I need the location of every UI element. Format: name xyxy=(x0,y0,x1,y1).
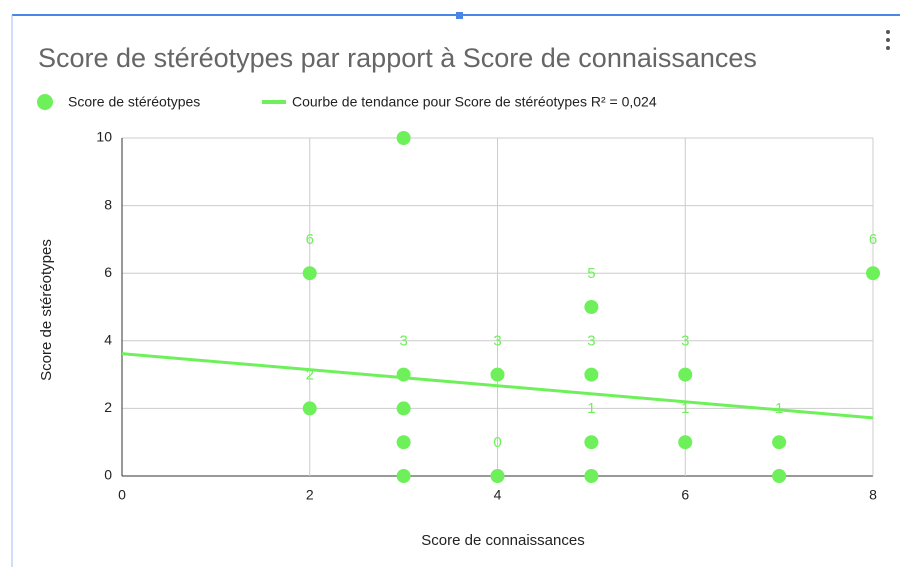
data-label: 1 xyxy=(587,400,595,417)
data-label: 3 xyxy=(399,333,407,350)
y-axis-label: Score de stéréotypes xyxy=(38,239,55,381)
point xyxy=(302,401,317,416)
menu[interactable] xyxy=(886,30,890,50)
point xyxy=(678,435,693,450)
frame-handle xyxy=(456,12,463,19)
data-label: 3 xyxy=(493,333,501,350)
data-label: 2 xyxy=(306,366,314,383)
data-label: 6 xyxy=(306,231,314,248)
point xyxy=(772,435,787,450)
point xyxy=(584,469,599,483)
y-tick-label: 0 xyxy=(104,467,112,483)
point xyxy=(396,131,411,145)
data-label: 3 xyxy=(587,333,595,350)
point xyxy=(396,435,411,450)
x-tick-label: 6 xyxy=(681,487,689,503)
x-tick-label: 4 xyxy=(494,487,502,503)
point xyxy=(584,435,599,450)
y-tick-label: 2 xyxy=(104,399,112,415)
y-tick-label: 6 xyxy=(104,264,112,280)
y-tick-label: 8 xyxy=(104,196,112,212)
legend-label: Courbe de tendance pour Score de stéréot… xyxy=(292,94,657,110)
data-label: 1 xyxy=(399,400,407,417)
point xyxy=(678,367,693,382)
point xyxy=(584,300,599,314)
trendline xyxy=(121,352,874,420)
point xyxy=(302,266,317,281)
data-label: 6 xyxy=(869,231,877,248)
data-label: 3 xyxy=(681,333,689,350)
point xyxy=(396,469,411,483)
data-label: 0 xyxy=(587,434,595,451)
chart-title: Score de stéréotypes par rapport à Score… xyxy=(38,43,757,73)
y-tick-label: 10 xyxy=(96,129,112,145)
point xyxy=(490,469,505,483)
point xyxy=(772,469,787,483)
legend-label: Score de stéréotypes xyxy=(68,94,200,110)
data-label: 0 xyxy=(775,434,783,451)
legend-swatch xyxy=(37,94,53,110)
point xyxy=(866,266,880,281)
data-label: 0 xyxy=(399,434,407,451)
y-tick-label: 4 xyxy=(104,332,112,348)
data-label: 1 xyxy=(775,400,783,417)
x-tick-label: 8 xyxy=(869,487,877,503)
data-label: 1 xyxy=(681,400,689,417)
data-label: 5 xyxy=(587,265,595,282)
point xyxy=(490,367,505,382)
point xyxy=(584,367,599,382)
data-label: 0 xyxy=(493,434,501,451)
data-label: 2 xyxy=(399,366,407,383)
x-tick-label: 0 xyxy=(118,487,126,503)
x-axis-label: Score de connaissances xyxy=(421,532,584,549)
x-tick-label: 2 xyxy=(306,487,314,503)
point xyxy=(396,401,411,416)
point xyxy=(396,367,411,382)
